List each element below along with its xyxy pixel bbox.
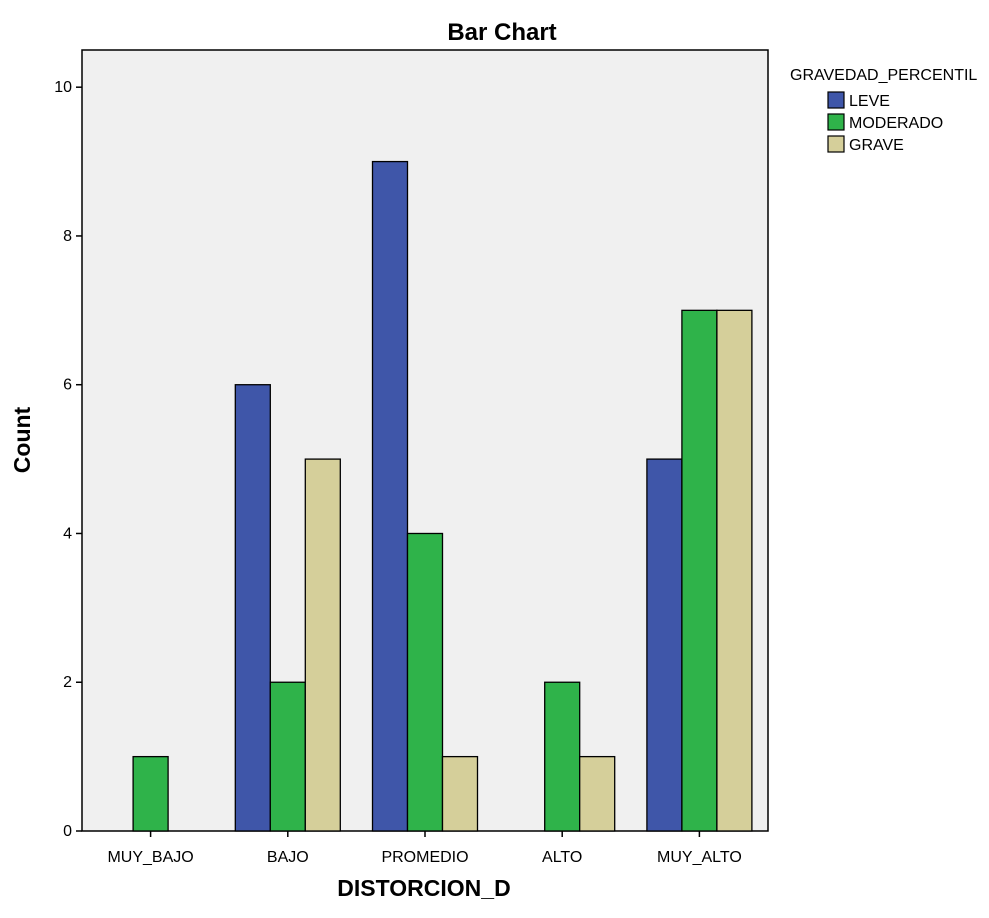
bar-moderado-promedio	[406, 532, 444, 832]
y-tick-label: 10	[54, 79, 72, 96]
bar-grave-alto	[579, 755, 616, 832]
bar-grave-promedio	[441, 755, 479, 832]
y-tick-label: 4	[63, 525, 72, 542]
legend-swatch-grave	[827, 135, 845, 153]
x-tick-label: MUY_ALTO	[657, 849, 742, 866]
bar-moderado-alto	[544, 681, 581, 832]
legend-swatch-moderado	[827, 113, 845, 131]
y-axis-title: Count	[9, 406, 35, 473]
legend-swatch-leve	[827, 91, 845, 109]
x-tick-label: ALTO	[542, 849, 582, 866]
chart-title: Bar Chart	[447, 19, 556, 46]
legend-label-grave: GRAVE	[849, 137, 904, 154]
y-axis: 0 2 4 6 8 10	[54, 79, 82, 840]
legend-label-moderado: MODERADO	[849, 115, 943, 132]
bar-grave-bajo	[304, 458, 341, 832]
bar-moderado-muy-alto	[681, 309, 718, 832]
x-tick-label: BAJO	[267, 849, 309, 866]
bar-leve-bajo	[234, 384, 271, 832]
x-tick-label: MUY_BAJO	[107, 849, 193, 866]
x-axis-title: DISTORCION_D	[337, 875, 510, 901]
legend-title: GRAVEDAD_PERCENTIL	[790, 67, 977, 84]
bar-moderado-muy-bajo	[132, 755, 169, 832]
bar-leve-muy-alto	[646, 458, 683, 832]
x-axis: MUY_BAJO BAJO PROMEDIO ALTO MUY_ALTO	[107, 831, 742, 866]
bar-leve-promedio	[371, 160, 409, 832]
legend-label-leve: LEVE	[849, 93, 890, 110]
bar-grave-muy-alto	[716, 309, 753, 832]
y-tick-label: 0	[63, 823, 72, 840]
bars-group	[132, 160, 753, 832]
legend: GRAVEDAD_PERCENTIL LEVE MODERADO GRAVE	[790, 67, 977, 154]
y-tick-label: 6	[63, 377, 72, 394]
y-tick-label: 8	[63, 228, 72, 245]
x-tick-label: PROMEDIO	[381, 849, 468, 866]
y-tick-label: 2	[63, 674, 72, 691]
bar-moderado-bajo	[269, 681, 306, 832]
